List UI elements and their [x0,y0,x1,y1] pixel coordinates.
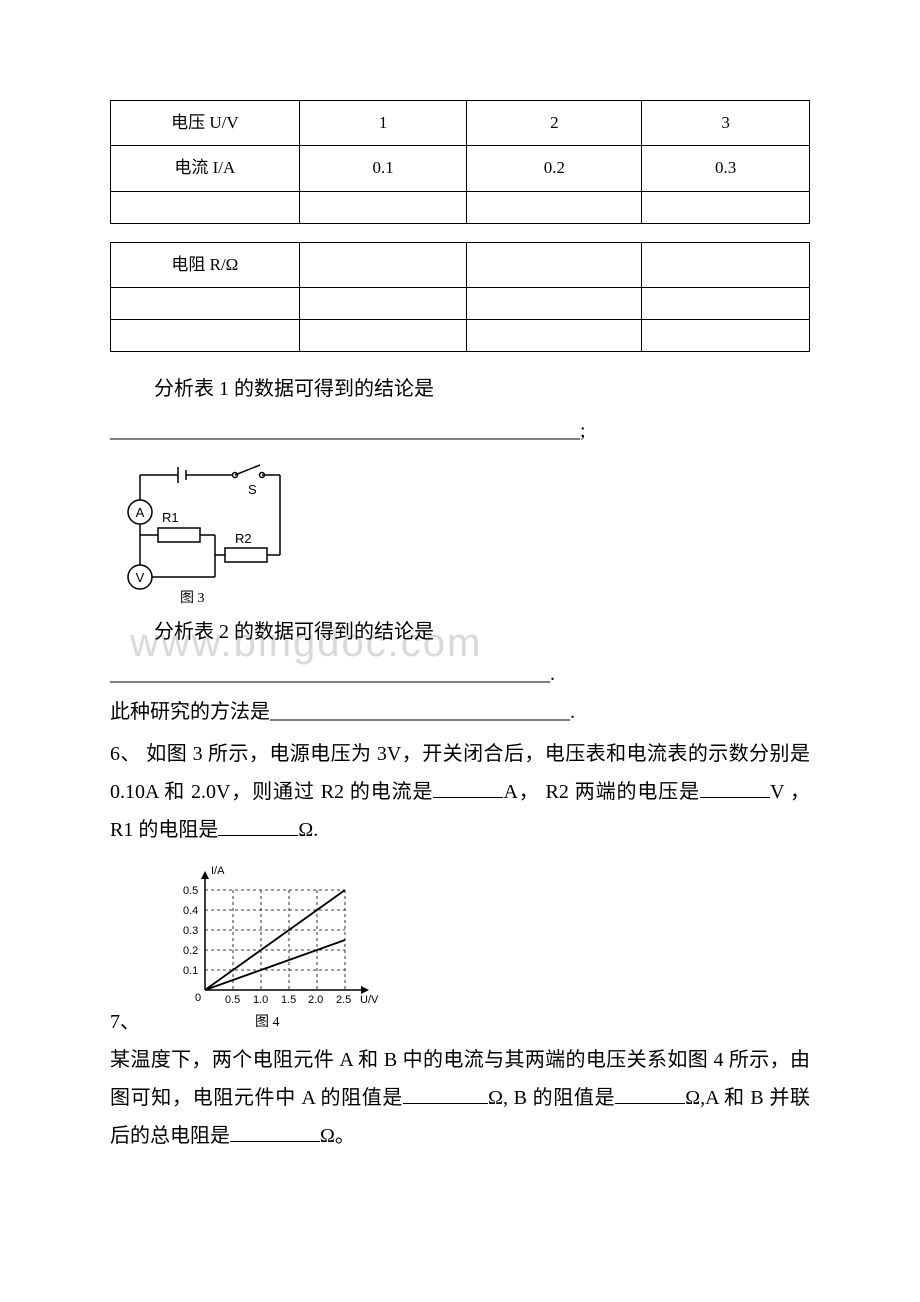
q6-block: 6、 如图 3 所示，电源电压为 3V，开关闭合后，电压表和电流表的示数分别是 … [110,735,810,849]
figure-4-row: 7、 [110,853,810,1041]
cell: 3 [642,101,810,146]
method-label: 此种研究的方法是 [110,701,270,723]
svg-text:0.2: 0.2 [183,945,198,957]
cell [467,319,642,351]
table-row [111,319,810,351]
figure-3-circuit: A V R1 R2 S 图 3 [110,460,810,605]
table-row: 电压 U/V 1 2 3 [111,101,810,146]
svg-text:0.4: 0.4 [183,905,198,917]
method-line: 此种研究的方法是______________________________. [110,693,810,731]
table-row: 电流 I/A 0.1 0.2 0.3 [111,146,810,191]
cell: 0.3 [642,146,810,191]
fig4-caption: 图 4 [255,1015,280,1030]
analysis1-blank: ________________________________________… [110,412,810,450]
method-blank: ______________________________. [270,701,575,723]
analysis2-label: 分析表 2 的数据可得到的结论是 [110,613,810,651]
svg-text:1.5: 1.5 [281,994,296,1006]
analysis1-label: 分析表 1 的数据可得到的结论是 [110,370,810,408]
cell [642,191,810,223]
table-1: 电压 U/V 1 2 3 电流 I/A 0.1 0.2 0.3 [110,100,810,224]
svg-text:0: 0 [195,992,201,1004]
cell [299,319,467,351]
svg-text:0.5: 0.5 [183,885,198,897]
svg-text:1.0: 1.0 [253,994,268,1006]
svg-text:I/A: I/A [211,865,225,877]
q7-blank-3 [230,1122,320,1142]
cell [299,242,467,287]
svg-text:0.1: 0.1 [183,965,198,977]
page-content: 电压 U/V 1 2 3 电流 I/A 0.1 0.2 0.3 电阻 R/Ω [110,100,810,1155]
cell: 电压 U/V [111,101,300,146]
cell [467,242,642,287]
cell: 电阻 R/Ω [111,242,300,287]
analysis2-blank: ________________________________________… [110,655,810,693]
cell [642,242,810,287]
cell: 0.1 [299,146,467,191]
cell [642,319,810,351]
voltmeter-label: V [136,570,145,585]
q6-unit-1: A， [503,781,539,803]
table-row: 电阻 R/Ω [111,242,810,287]
q7-unit-1: Ω, [488,1087,508,1109]
q6-blank-2 [700,778,770,798]
r1-label: R1 [162,510,179,525]
table-row [111,287,810,319]
cell [299,287,467,319]
cell [299,191,467,223]
s-label: S [248,482,257,497]
q6-text-2: R2 两端的电压是 [546,781,701,803]
figure-4-chart: 0.1 0.2 0.3 0.4 0.5 0 0.5 1.0 1.5 2.0 2.… [160,863,390,1033]
table-2: 电阻 R/Ω [110,242,810,352]
svg-text:2.5: 2.5 [336,994,351,1006]
q7-block: 某温度下，两个电阻元件 A 和 B 中的电流与其两端的电压关系如图 4 所示，由… [110,1041,810,1155]
q7-unit-3: Ω。 [320,1125,355,1147]
svg-text:U/V: U/V [360,994,379,1006]
table-row [111,191,810,223]
q6-blank-1 [433,778,503,798]
q7-blank-1 [403,1084,488,1104]
fig3-caption: 图 3 [180,591,205,605]
cell [111,319,300,351]
q6-blank-3 [218,816,298,836]
cell [642,287,810,319]
r2-label: R2 [235,531,252,546]
svg-text:0.3: 0.3 [183,925,198,937]
cell [467,287,642,319]
svg-text:0.5: 0.5 [225,994,240,1006]
cell [467,191,642,223]
q7-number: 7、 [110,1003,150,1041]
cell: 1 [299,101,467,146]
svg-text:2.0: 2.0 [308,994,323,1006]
cell [111,287,300,319]
cell: 电流 I/A [111,146,300,191]
q6-unit-3: Ω. [298,819,318,841]
cell [111,191,300,223]
cell: 2 [467,101,642,146]
ammeter-label: A [136,505,145,520]
q7-blank-2 [615,1084,685,1104]
cell: 0.2 [467,146,642,191]
q7-text-2: B 的阻值是 [514,1087,616,1109]
